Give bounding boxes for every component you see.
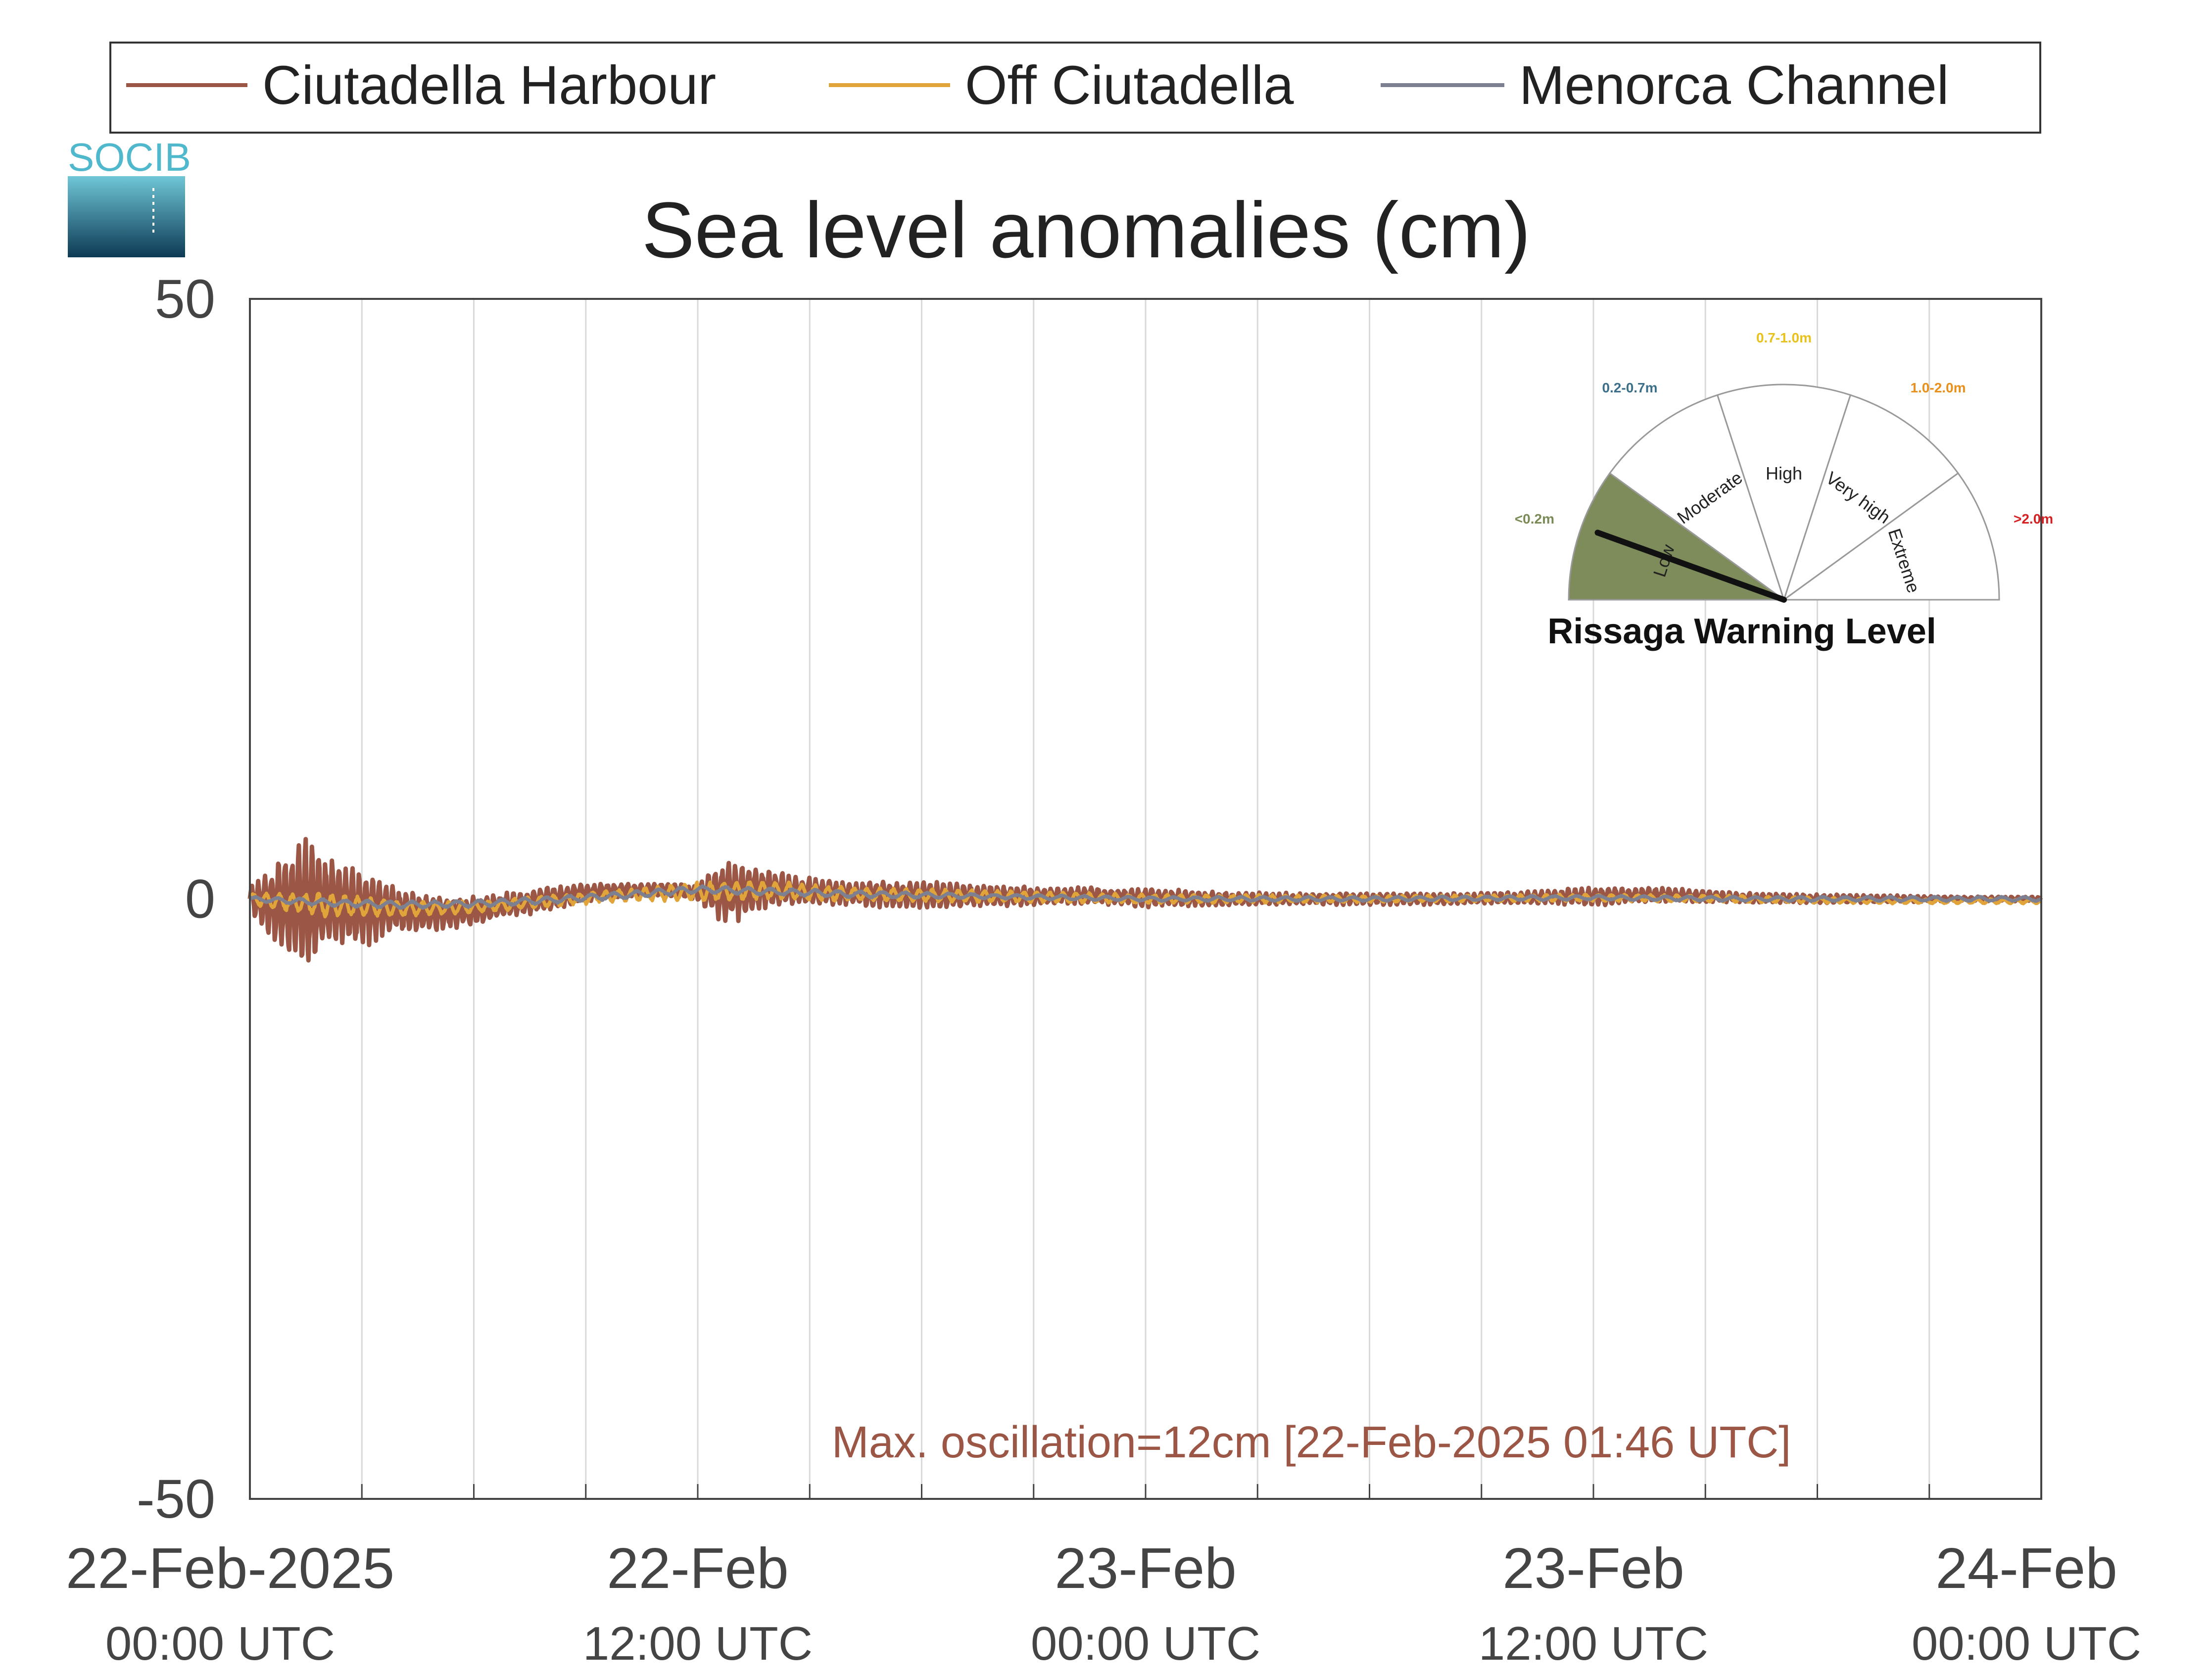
gauge-segment-label: High xyxy=(1766,463,1802,483)
gauge-segment-moderate xyxy=(1609,394,1785,602)
x-tick-time-label: 00:00 UTC xyxy=(105,1617,335,1670)
gauge-range-label: 0.2-0.7m xyxy=(1602,380,1657,395)
legend: Ciutadella Harbour Off Ciutadella Menorc… xyxy=(109,42,2041,134)
gauge-range-label: >2.0m xyxy=(2014,511,2053,527)
rissaga-gauge: Low<0.2m Moderate0.2-0.7mHigh0.7-1.0mVery… xyxy=(1515,330,2053,651)
max-oscillation-annotation: Max. oscillation=12cm [22-Feb-2025 01:46… xyxy=(832,1418,1791,1467)
x-tick-date-label: 22-Feb-2025 xyxy=(66,1536,394,1600)
gauge-range-label: 0.7-1.0m xyxy=(1756,330,1812,345)
legend-label-off: Off Ciutadella xyxy=(965,55,1294,116)
legend-label-harbour: Ciutadella Harbour xyxy=(262,55,716,116)
legend-box xyxy=(109,42,2041,134)
plot-frame xyxy=(249,298,2042,1500)
x-tick-time-label: 00:00 UTC xyxy=(1912,1617,2141,1670)
gauge-needle xyxy=(1594,529,1787,603)
gauge-segment-very-high xyxy=(1782,394,1959,602)
y-tick-label: 0 xyxy=(185,869,215,930)
gauge-segments: Low<0.2m Moderate0.2-0.7mHigh0.7-1.0mVery… xyxy=(1515,330,2053,602)
x-tick-date-label: 22-Feb xyxy=(607,1536,789,1600)
gauge-segment-low xyxy=(1568,472,1786,601)
y-tick-label: 50 xyxy=(155,269,215,330)
gauge-segment-extreme xyxy=(1781,472,2000,601)
socib-logo: SOCIB xyxy=(68,135,191,257)
y-axis: 50 0 -50 xyxy=(137,269,215,1530)
legend-item-harbour: Ciutadella Harbour xyxy=(126,55,716,116)
y-tick-label: -50 xyxy=(137,1469,215,1530)
legend-label-channel: Menorca Channel xyxy=(1519,55,1949,116)
gauge-range-label: <0.2m xyxy=(1515,511,1554,527)
gauge-range-label: 1.0-2.0m xyxy=(1910,380,1966,395)
x-tick-date-label: 23-Feb xyxy=(1055,1536,1237,1600)
logo-wave-block xyxy=(68,176,185,257)
gauge-title: Rissaga Warning Level xyxy=(1547,612,1936,651)
x-tick-time-label: 00:00 UTC xyxy=(1031,1617,1260,1670)
legend-item-off: Off Ciutadella xyxy=(829,55,1294,116)
logo-text: SOCIB xyxy=(68,135,191,179)
x-tick-time-label: 12:00 UTC xyxy=(1479,1617,1708,1670)
x-tick-date-label: 23-Feb xyxy=(1502,1536,1684,1600)
x-tick-time-label: 12:00 UTC xyxy=(583,1617,813,1670)
x-tick-date-label: 24-Feb xyxy=(1935,1536,2117,1600)
chart-title: Sea level anomalies (cm) xyxy=(642,186,1531,274)
legend-item-channel: Menorca Channel xyxy=(1381,55,1949,116)
series-line-channel xyxy=(248,884,2043,910)
x-axis: 22-Feb-2025 00:00 UTC 22-Feb 12:00 UTC 23-Fe… xyxy=(66,1536,2141,1670)
series-layer xyxy=(247,837,2043,963)
gauge-segment-high xyxy=(1716,384,1852,602)
